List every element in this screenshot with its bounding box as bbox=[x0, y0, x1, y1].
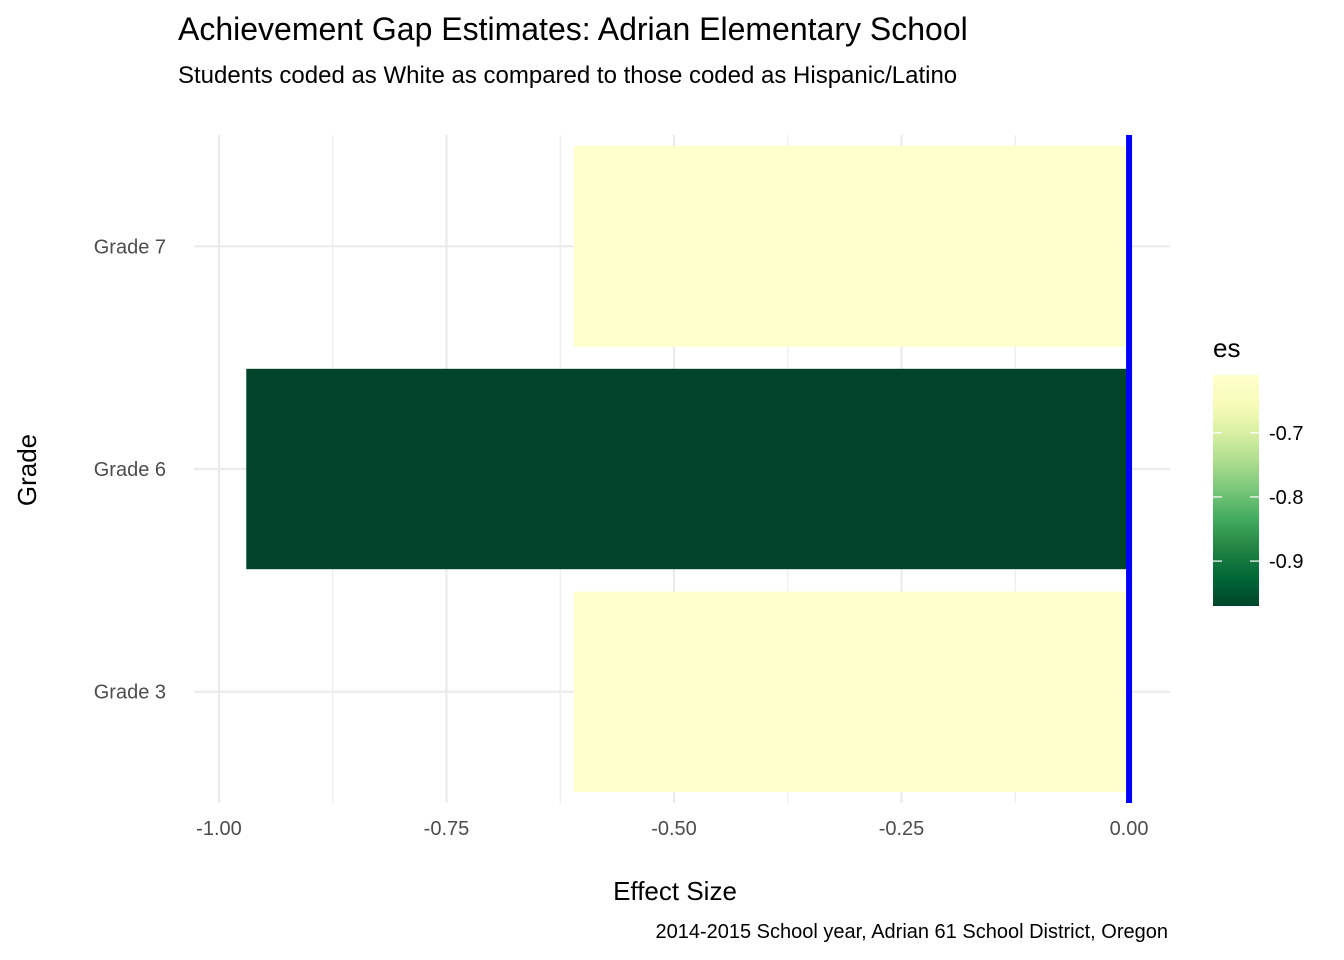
chart-caption: 2014-2015 School year, Adrian 61 School … bbox=[655, 921, 1168, 943]
legend-tick-label: -0.8 bbox=[1269, 487, 1303, 509]
y-tick-label: Grade 7 bbox=[94, 236, 166, 258]
bars bbox=[246, 146, 1130, 792]
x-tick-label: -1.00 bbox=[196, 818, 242, 840]
y-tick-label: Grade 3 bbox=[94, 682, 166, 704]
legend-colorbar bbox=[1213, 375, 1259, 606]
y-tick-label: Grade 6 bbox=[94, 459, 166, 481]
legend: es -0.7 -0.8 -0.9 bbox=[1213, 333, 1303, 606]
y-tick-labels: Grade 3 Grade 6 Grade 7 bbox=[94, 236, 166, 703]
bar-grade-3 bbox=[573, 591, 1130, 792]
legend-tick-label: -0.7 bbox=[1269, 423, 1303, 445]
chart-title: Achievement Gap Estimates: Adrian Elemen… bbox=[178, 11, 968, 47]
legend-title: es bbox=[1213, 333, 1240, 363]
x-tick-labels: -1.00 -0.75 -0.50 -0.25 0.00 bbox=[196, 818, 1148, 840]
legend-ticks: -0.7 -0.8 -0.9 bbox=[1213, 423, 1303, 573]
y-axis-title: Grade bbox=[12, 434, 42, 506]
bar-grade-6 bbox=[246, 368, 1130, 570]
legend-tick-label: -0.9 bbox=[1269, 551, 1303, 573]
bar-grade-7 bbox=[573, 146, 1130, 347]
x-tick-label: -0.50 bbox=[651, 818, 697, 840]
chart-subtitle: Students coded as White as compared to t… bbox=[178, 62, 957, 89]
x-tick-label: 0.00 bbox=[1110, 818, 1149, 840]
x-axis-title: Effect Size bbox=[613, 876, 737, 906]
x-tick-label: -0.75 bbox=[424, 818, 470, 840]
x-tick-label: -0.25 bbox=[879, 818, 925, 840]
